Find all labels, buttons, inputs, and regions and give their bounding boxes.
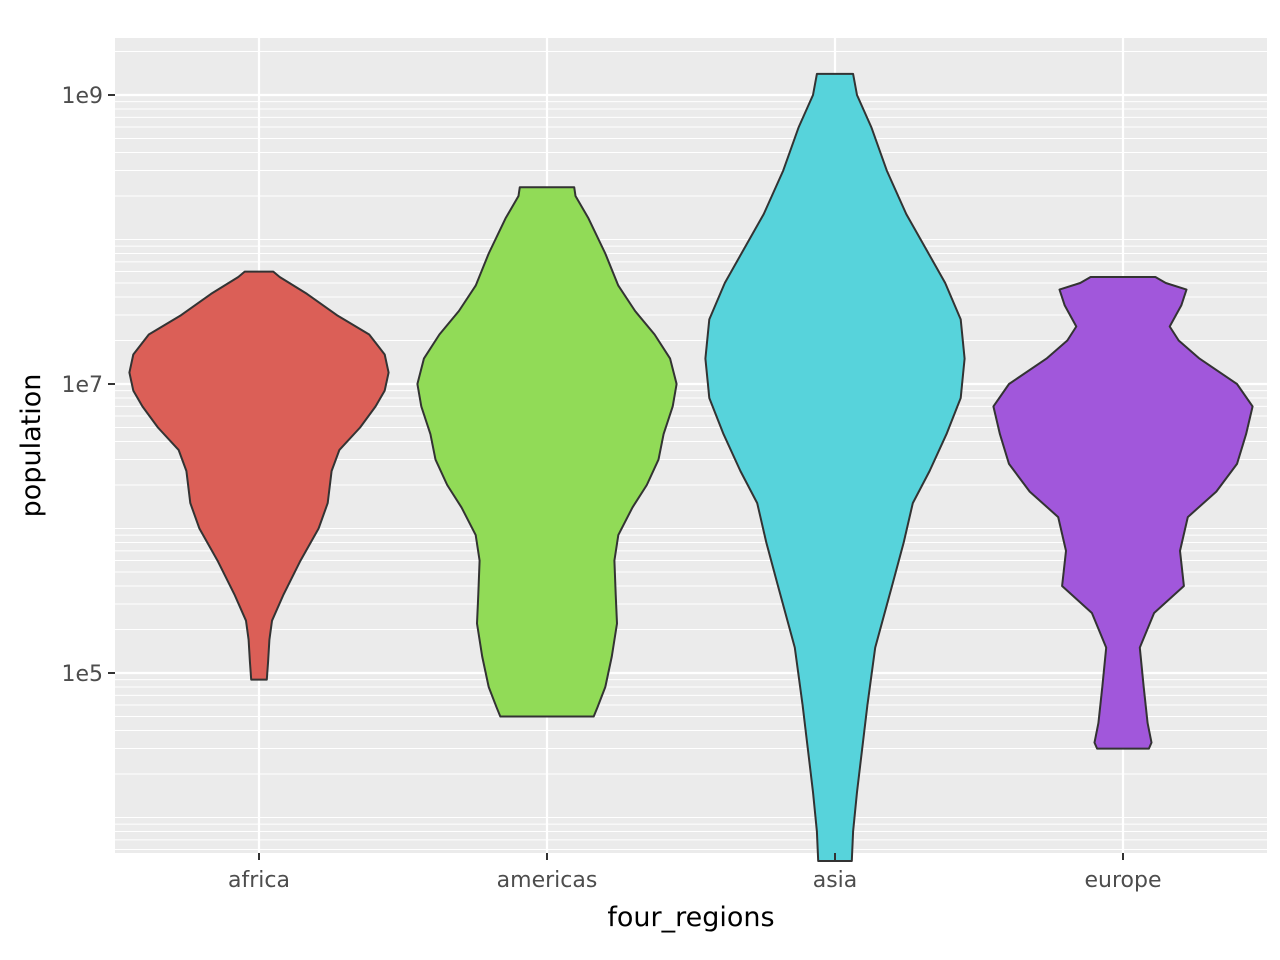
y-tick-label: 1e9 <box>61 84 103 109</box>
violin-americas <box>416 186 678 718</box>
violins <box>128 72 1254 862</box>
violin-asia <box>704 72 966 862</box>
y-tick-label: 1e7 <box>61 373 103 398</box>
x-tick-label-africa: africa <box>228 868 290 893</box>
x-axis: africa americas asia europe <box>228 853 1162 893</box>
x-tick-label-europe: europe <box>1085 868 1162 893</box>
y-axis-title: population <box>16 374 47 518</box>
y-tick-label: 1e5 <box>61 662 103 687</box>
y-axis: 1e5 1e7 1e9 <box>61 84 115 687</box>
x-tick-label-americas: americas <box>497 868 598 893</box>
violin-europe <box>992 276 1254 750</box>
x-axis-title: four_regions <box>607 902 774 933</box>
violin-africa <box>128 270 390 681</box>
x-tick-label-asia: asia <box>813 868 858 893</box>
